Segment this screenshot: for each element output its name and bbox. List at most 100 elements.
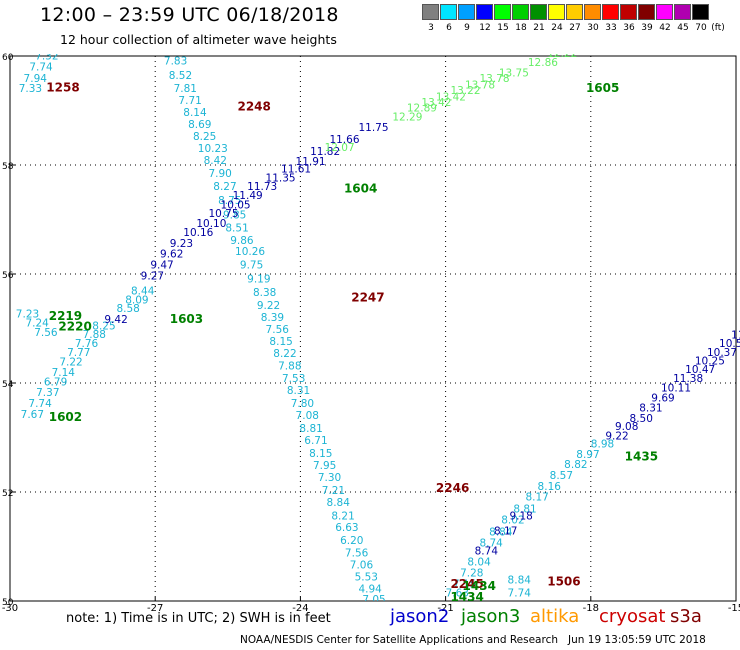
lat-tick-label: 52 xyxy=(2,489,13,499)
wave-height-value: 13.42 xyxy=(421,97,451,109)
wave-height-value: 10.10 xyxy=(196,218,226,230)
wave-height-value: 7.71 xyxy=(178,95,201,107)
wave-height-value: 8.21 xyxy=(331,510,354,522)
wave-height-value: 12.07 xyxy=(325,142,355,154)
wave-height-value: 11.66 xyxy=(329,134,359,146)
lat-tick-label: 58 xyxy=(2,162,14,172)
pass-time-label: 2220 xyxy=(58,320,91,334)
wave-height-value: 7.08 xyxy=(296,410,319,422)
wave-height-value: 7.74 xyxy=(28,398,52,410)
wave-height-value: 7.14 xyxy=(52,367,76,379)
wave-height-value: 8.74 xyxy=(479,538,503,550)
wave-height-value: 7.63 xyxy=(446,588,469,600)
lon-tick-label: -24 xyxy=(292,603,308,614)
wave-height-value: 8.31 xyxy=(639,402,662,414)
pass-time-label: 1435 xyxy=(625,449,658,463)
wave-height-value: 7.74 xyxy=(508,588,532,600)
wave-height-value: 11.49 xyxy=(233,190,263,202)
wave-height-value: 7.88 xyxy=(83,329,106,341)
wave-height-value: 13.78 xyxy=(479,73,509,85)
wave-height-value: 8.15 xyxy=(269,336,292,348)
legend-swatch xyxy=(566,4,583,20)
wave-height-value: 10.53 xyxy=(719,338,740,350)
wave-height-value: 7.56 xyxy=(345,547,369,559)
wave-height-value: 7.56 xyxy=(266,324,290,336)
wave-height-value: 11.73 xyxy=(247,181,277,193)
lat-tick-label: 56 xyxy=(2,271,14,281)
grid-lines xyxy=(9,55,737,602)
wave-height-value: 8.42 xyxy=(204,155,227,167)
legend-tick-label: 70 xyxy=(695,23,707,33)
wave-height-value: 8.75 xyxy=(218,195,241,207)
wave-height-value: 8.15 xyxy=(309,448,332,460)
wave-height-value: 4.94 xyxy=(358,583,382,595)
wave-height-value: 5.53 xyxy=(355,571,378,583)
wave-height-value: 8.81 xyxy=(299,423,322,435)
pass-time-label: 2247 xyxy=(351,290,384,304)
legend-tick-label: 33 xyxy=(605,23,617,33)
wave-height-value: 9.27 xyxy=(141,270,164,282)
legend-swatch xyxy=(548,4,565,20)
legend-swatch xyxy=(674,4,691,20)
wave-height-value: 7.74 xyxy=(29,62,53,74)
legend-tick-label: 15 xyxy=(497,23,509,33)
wave-height-value: 9.23 xyxy=(170,238,193,250)
wave-height-value: 9.85 xyxy=(223,209,246,221)
pass-time-label: 1604 xyxy=(344,181,377,195)
wave-height-value: 13.22 xyxy=(450,85,480,97)
legend-swatch xyxy=(440,4,457,20)
wave-height-value: 8.52 xyxy=(169,70,192,82)
wave-height-value: 8.44 xyxy=(131,286,155,298)
wave-height-value: 8.25 xyxy=(193,131,216,143)
wave-height-value: 11.82 xyxy=(310,146,340,158)
wave-height-value: 10.11 xyxy=(661,383,691,395)
wave-height-value: 8.14 xyxy=(183,107,207,119)
wave-height-value: 12.96 xyxy=(605,23,635,35)
pass-time-label: 2219 xyxy=(49,309,82,323)
legend-swatch xyxy=(638,4,655,20)
wave-height-value: 8.84 xyxy=(489,527,513,539)
wave-height-value: 7.05 xyxy=(362,594,385,606)
satellite-name: jason2 xyxy=(390,606,450,627)
legend-tick-label: 12 xyxy=(479,23,491,33)
legend-swatch xyxy=(602,4,619,20)
wave-height-value: 10.47 xyxy=(685,364,715,376)
satellite-name: jason3 xyxy=(461,606,521,627)
wave-height-value: 7.06 xyxy=(350,559,374,571)
satellite-name: cryosat xyxy=(599,606,666,627)
legend-swatch xyxy=(494,4,511,20)
wave-height-value: 9.19 xyxy=(247,274,270,286)
legend-swatch xyxy=(476,4,493,20)
wave-height-value: 7.28 xyxy=(460,567,483,579)
legend-tick-label: 27 xyxy=(569,23,581,33)
wave-height-value: 11.35 xyxy=(266,172,296,184)
lon-tick-label: -15 xyxy=(728,603,740,614)
wave-height-value: 13.78 xyxy=(465,80,495,92)
wave-height-value: 10.05 xyxy=(221,200,251,212)
wave-height-value: 7.88 xyxy=(278,360,301,372)
wave-height-value: 8.17 xyxy=(494,526,517,538)
wave-height-value: 7.22 xyxy=(59,357,82,369)
legend-tick-label: 36 xyxy=(623,23,635,33)
wave-height-value: 8.58 xyxy=(116,303,139,315)
wave-height-value: 11.55 xyxy=(731,329,740,341)
legend-tick-label: 3 xyxy=(428,23,434,33)
legend-swatch xyxy=(458,4,475,20)
wave-height-value: 8.02 xyxy=(501,515,524,527)
legend-swatch xyxy=(620,4,637,20)
wave-height-value: 7.83 xyxy=(164,56,187,68)
wave-height-value: 13.75 xyxy=(499,68,529,80)
wave-height-value: 8.51 xyxy=(225,222,248,234)
wave-height-value: 8.39 xyxy=(261,312,284,324)
wave-height-value: 8.69 xyxy=(188,119,211,131)
lat-tick-label: 50 xyxy=(2,598,14,608)
wave-height-value: 11.75 xyxy=(358,122,388,134)
wave-height-value: 7.56 xyxy=(34,327,58,339)
wave-height-value: 8.74 xyxy=(475,546,499,558)
wave-height-value: 7.90 xyxy=(208,168,231,180)
wave-height-value: 7.33 xyxy=(19,83,42,95)
lon-tick-label: -21 xyxy=(437,603,453,614)
pass-time-label: 1434 xyxy=(450,590,483,604)
wave-height-value: 7.94 xyxy=(24,73,48,85)
wave-height-value: 9.22 xyxy=(257,300,280,312)
